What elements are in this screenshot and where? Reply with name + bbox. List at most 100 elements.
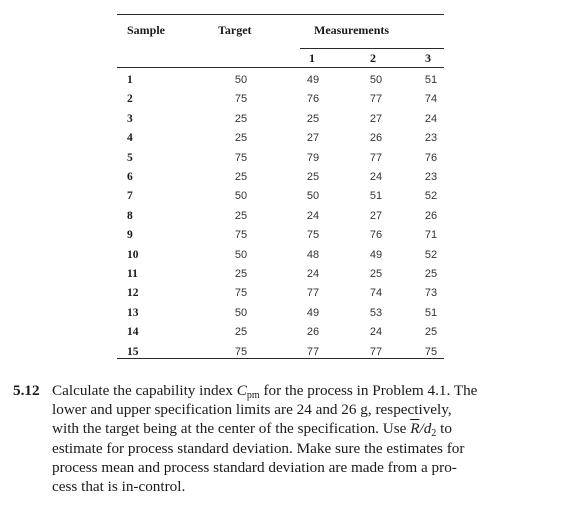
cell-m1: 24 (306, 210, 320, 222)
problem-line-3: with the target being at the center of t… (52, 419, 552, 440)
cell-m1: 79 (306, 152, 320, 164)
cell-target: 25 (234, 326, 248, 338)
cell-m1: 24 (306, 268, 320, 280)
header-measurements: Measurements (314, 23, 390, 37)
problem-line-4: estimate for process standard deviation.… (52, 439, 465, 457)
cell-m2: 27 (369, 113, 383, 125)
cell-m1: 77 (306, 287, 320, 299)
problem-line-6: cess that is in-control. (52, 478, 186, 496)
cell-m1: 48 (306, 249, 320, 261)
problem-text: Calculate the capability index Cpm for t… (52, 381, 552, 496)
cell-target: 75 (234, 346, 248, 358)
table-bottom-rule (117, 358, 444, 359)
cell-target: 75 (234, 287, 248, 299)
cell-m1: 49 (306, 74, 320, 86)
cell-m3: 71 (424, 229, 438, 241)
cell-sample: 15 (127, 346, 139, 358)
cell-m2: 49 (369, 249, 383, 261)
cell-m2: 50 (369, 74, 383, 86)
cell-m3: 51 (424, 307, 438, 319)
cell-sample: 6 (127, 171, 133, 183)
problem-line-2: lower and upper specification limits are… (52, 401, 452, 419)
measurements-subrule (300, 48, 444, 49)
cell-m3: 52 (424, 249, 438, 261)
cell-target: 25 (234, 210, 248, 222)
cpm-symbol: C (236, 382, 247, 399)
header-m3: 3 (425, 51, 431, 65)
cell-m1: 75 (306, 229, 320, 241)
cell-m2: 24 (369, 171, 383, 183)
header-m1: 1 (309, 51, 315, 65)
cell-sample: 14 (127, 326, 139, 338)
problem-statement: 5.12 Calculate the capability index Cpm … (13, 381, 553, 496)
cell-sample: 10 (127, 249, 139, 261)
cell-m1: 26 (306, 326, 320, 338)
cell-m3: 23 (424, 171, 438, 183)
cell-target: 50 (234, 190, 248, 202)
cell-target: 25 (234, 132, 248, 144)
problem-number: 5.12 (13, 382, 40, 399)
cell-m1: 49 (306, 307, 320, 319)
cell-m1: 50 (306, 190, 320, 202)
header-target: Target (218, 23, 252, 37)
problem-line-1a: Calculate the capability index (52, 382, 237, 399)
cell-m2: 77 (369, 93, 383, 105)
cell-m1: 25 (306, 113, 320, 125)
cell-sample: 8 (127, 210, 133, 222)
cell-sample: 5 (127, 152, 133, 164)
cell-sample: 9 (127, 229, 133, 241)
cell-target: 25 (234, 268, 248, 280)
cell-m3: 25 (424, 326, 438, 338)
cell-target: 75 (234, 152, 248, 164)
d-symbol: /d (419, 420, 432, 438)
cell-target: 75 (234, 93, 248, 105)
rbar-symbol: R (410, 420, 420, 438)
problem-line-1: Calculate the capability index Cpm for t… (52, 381, 552, 401)
cell-m3: 75 (424, 346, 438, 358)
cell-target: 25 (234, 171, 248, 183)
cell-target: 75 (234, 229, 248, 241)
cell-m3: 73 (424, 287, 438, 299)
cell-target: 50 (234, 74, 248, 86)
cell-m3: 74 (424, 93, 438, 105)
cell-sample: 11 (127, 268, 138, 280)
cell-m3: 23 (424, 132, 438, 144)
cell-sample: 4 (127, 132, 133, 144)
cell-m2: 77 (369, 152, 383, 164)
cell-target: 50 (234, 307, 248, 319)
cell-target: 50 (234, 249, 248, 261)
problem-line-5: process mean and process standard deviat… (52, 458, 457, 476)
cell-m1: 25 (306, 171, 320, 183)
problem-line-3a: with the target being at the center of t… (52, 420, 411, 438)
cell-m2: 53 (369, 307, 383, 319)
table-header-rule (117, 67, 444, 68)
cell-m3: 51 (424, 74, 438, 86)
cpm-subscript: pm (246, 390, 260, 401)
cell-sample: 12 (127, 287, 139, 299)
cell-target: 25 (234, 113, 248, 125)
cell-m3: 25 (424, 268, 438, 280)
cell-m3: 76 (424, 152, 438, 164)
cell-m3: 26 (424, 210, 438, 222)
cell-m1: 27 (306, 132, 320, 144)
header-m2: 2 (370, 51, 376, 65)
problem-line-3b: to (436, 420, 452, 438)
cell-m2: 24 (369, 326, 383, 338)
cell-m2: 51 (369, 190, 383, 202)
header-sample: Sample (127, 23, 166, 37)
cell-m2: 25 (369, 268, 383, 280)
cell-m2: 76 (369, 229, 383, 241)
cell-m2: 26 (369, 132, 383, 144)
problem-line-1b: for the process in Problem 4.1. The (259, 382, 478, 399)
cell-sample: 1 (127, 74, 133, 86)
cell-m1: 76 (306, 93, 320, 105)
table-top-rule (117, 14, 444, 15)
cell-sample: 13 (127, 307, 139, 319)
cell-sample: 3 (127, 113, 133, 125)
cell-m3: 52 (424, 190, 438, 202)
cell-sample: 2 (127, 93, 133, 105)
cell-m2: 77 (369, 346, 383, 358)
cell-m2: 74 (369, 287, 383, 299)
cell-m1: 77 (306, 346, 320, 358)
d-subscript: 2 (431, 428, 437, 440)
